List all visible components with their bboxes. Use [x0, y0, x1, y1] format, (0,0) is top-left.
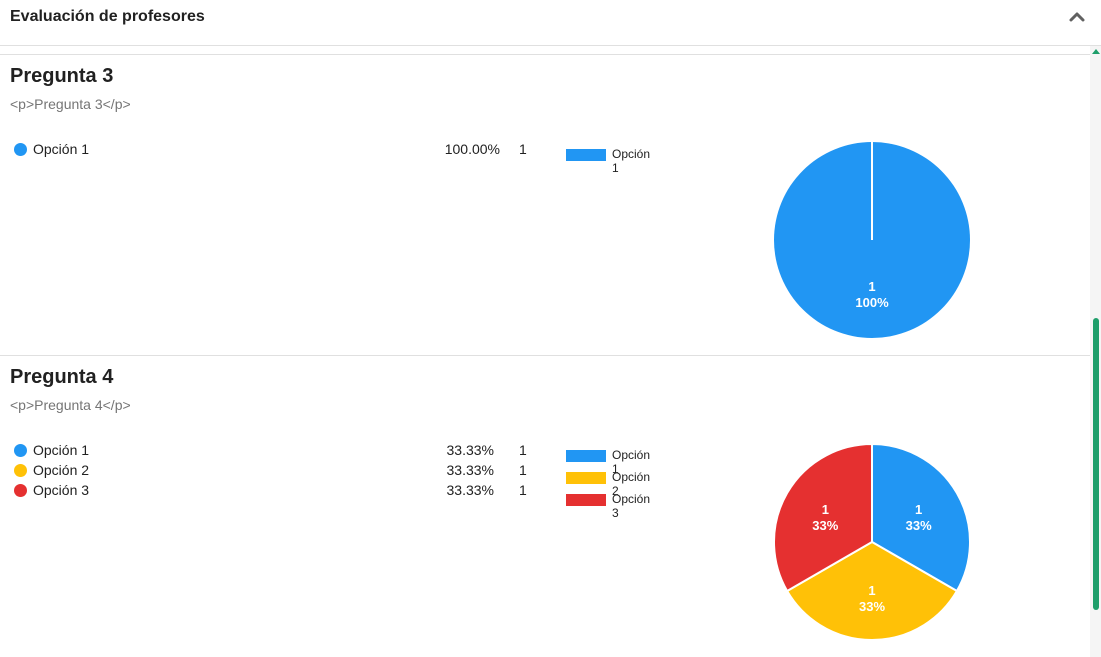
option-count: 1: [519, 141, 527, 157]
question-section: Pregunta 3 <p>Pregunta 3</p> Opción 1 10…: [0, 55, 1090, 356]
option-label: Opción 1: [33, 141, 90, 157]
option-percent: 33.33%: [446, 462, 494, 478]
pie-label-count: 1: [822, 502, 829, 517]
results-content: Pregunta 3 <p>Pregunta 3</p> Opción 1 10…: [0, 54, 1090, 657]
question-title: Pregunta 4: [10, 366, 114, 388]
legend-label: Opción 2: [612, 470, 651, 498]
pie-label-percent: 100%: [855, 295, 889, 310]
scrollbar[interactable]: [1090, 46, 1101, 657]
scroll-up-arrow-icon[interactable]: [1092, 49, 1100, 54]
pie-label-percent: 33%: [906, 518, 932, 533]
panel-title: Evaluación de profesores: [10, 8, 205, 25]
option-count: 1: [519, 462, 527, 478]
pie-label-count: 1: [915, 502, 922, 517]
option-row: Opción 1 33.33% 1: [14, 442, 534, 462]
question-description: <p>Pregunta 3</p>: [10, 96, 131, 112]
legend-label: Opción 3: [612, 492, 651, 520]
option-color-dot: [14, 484, 27, 497]
chevron-up-icon: [1069, 12, 1085, 22]
option-percent: 33.33%: [446, 442, 494, 458]
pie-slice[interactable]: [871, 442, 971, 593]
option-row: Opción 3 33.33% 1: [14, 482, 534, 502]
scrollbar-thumb[interactable]: [1093, 318, 1099, 610]
option-row: Opción 2 33.33% 1: [14, 462, 534, 482]
option-label: Opción 2: [33, 462, 90, 478]
question-title: Pregunta 3: [10, 65, 114, 87]
legend-swatch: [566, 149, 606, 161]
pie-label-count: 1: [868, 279, 875, 294]
option-row: Opción 1 100.00% 1: [14, 141, 534, 161]
option-count: 1: [519, 482, 527, 498]
legend-swatch: [566, 472, 606, 484]
pie-slice[interactable]: [785, 540, 959, 641]
legend-label: Opción 1: [612, 448, 651, 476]
pie-chart: 133%133%133%: [773, 442, 971, 641]
option-count: 1: [519, 442, 527, 458]
legend-swatch: [566, 494, 606, 506]
pie-label-percent: 33%: [812, 518, 838, 533]
option-percent: 100.00%: [444, 141, 500, 157]
panel-header: Evaluación de profesores: [0, 0, 1101, 46]
option-color-dot: [14, 143, 27, 156]
pie-label-count: 1: [868, 583, 875, 598]
option-percent: 33.33%: [446, 482, 494, 498]
option-label: Opción 1: [33, 442, 90, 458]
question-section: Pregunta 4 <p>Pregunta 4</p> Opción 1 33…: [0, 356, 1090, 657]
collapse-button[interactable]: [1066, 6, 1088, 28]
pie-label-percent: 33%: [859, 599, 885, 614]
option-color-dot: [14, 464, 27, 477]
question-description: <p>Pregunta 4</p>: [10, 397, 131, 413]
legend-swatch: [566, 450, 606, 462]
legend-label: Opción 1: [612, 147, 651, 175]
option-color-dot: [14, 444, 27, 457]
pie-slice[interactable]: [773, 442, 873, 593]
option-label: Opción 3: [33, 482, 90, 498]
